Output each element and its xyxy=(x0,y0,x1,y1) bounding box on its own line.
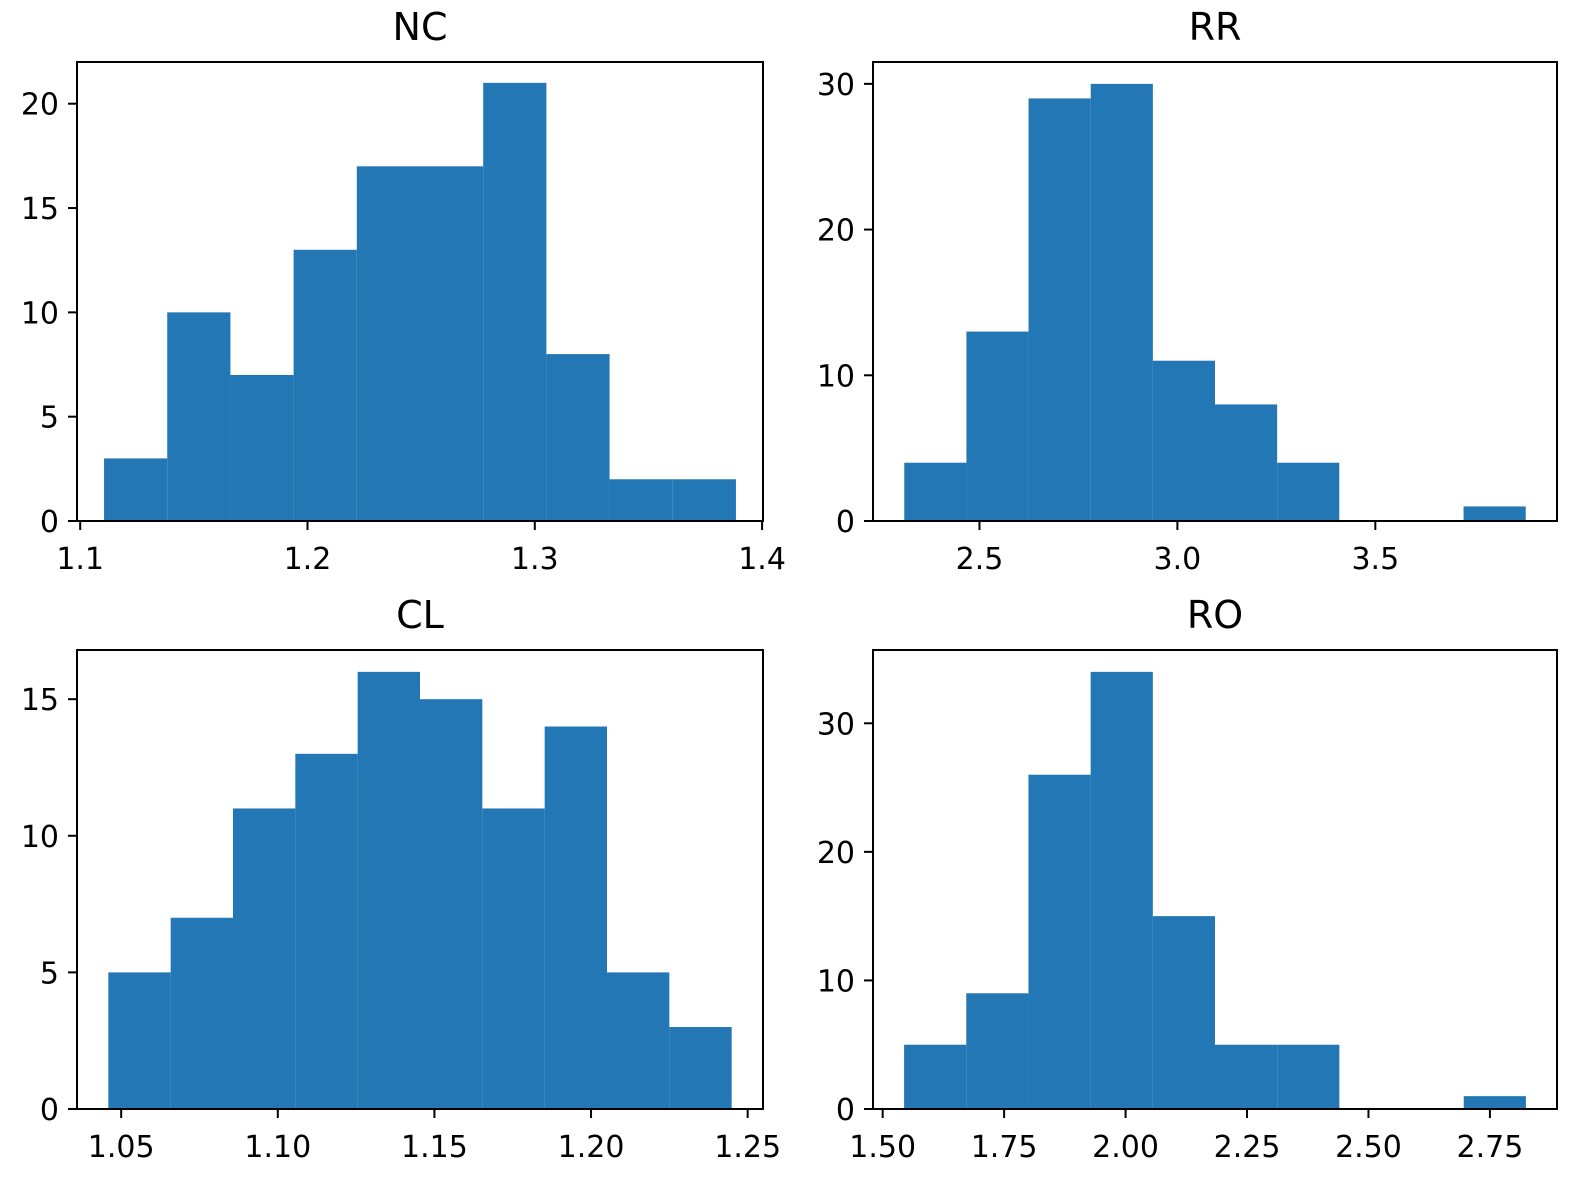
histogram-bar xyxy=(482,808,545,1109)
histogram-bar xyxy=(295,753,358,1109)
axes-frame xyxy=(872,61,1558,522)
y-tick-label: 0 xyxy=(836,505,855,540)
histogram-bar xyxy=(609,479,673,521)
histogram-bar xyxy=(232,808,296,1109)
x-tick-label: 2.75 xyxy=(1457,1130,1524,1165)
histogram-bar xyxy=(1215,1044,1278,1109)
y-tick-label: 30 xyxy=(817,707,855,742)
y-tick-label: 10 xyxy=(21,296,59,331)
histogram-panel-ro: RO 1.50 1.75 2.00 2.25 2.50 2.75 0 10 20 30 xyxy=(817,593,1558,1165)
panel-title: RO xyxy=(1187,593,1243,637)
histogram-bar xyxy=(546,354,610,521)
histogram-bar xyxy=(420,166,484,521)
histogram-bar xyxy=(1463,506,1526,521)
histogram-bar xyxy=(669,1027,732,1109)
y-tick-label: 5 xyxy=(40,401,59,436)
y-tick-label: 20 xyxy=(21,88,59,123)
histogram-bar xyxy=(1152,360,1215,521)
histogram-bar xyxy=(1090,671,1153,1109)
y-tick-label: 10 xyxy=(21,820,59,855)
histogram-bar xyxy=(966,993,1029,1109)
x-tick-label: 2.00 xyxy=(1092,1130,1159,1165)
histogram-panel-cl: CL 1.05 1.10 1.15 1.20 1.25 0 5 10 15 xyxy=(21,593,781,1165)
y-tick-label: 0 xyxy=(40,505,59,540)
histogram-bar xyxy=(357,671,420,1109)
y-tick-label: 15 xyxy=(21,192,59,227)
histogram-bar xyxy=(420,699,483,1109)
histogram-bar xyxy=(966,331,1029,521)
histogram-bar xyxy=(1028,98,1091,521)
histogram-bar xyxy=(1090,83,1153,521)
histogram-bar xyxy=(607,972,670,1109)
x-tick-label: 1.25 xyxy=(714,1130,781,1165)
y-tick-label: 10 xyxy=(817,964,855,999)
histogram-bar xyxy=(672,479,736,521)
axes-frame xyxy=(76,61,764,522)
histogram-bar xyxy=(170,917,233,1109)
y-tick-label: 30 xyxy=(817,68,855,103)
histogram-bar xyxy=(483,82,547,521)
y-tick-label: 5 xyxy=(40,956,59,991)
histogram-bar xyxy=(293,249,357,522)
histogram-bar xyxy=(230,374,294,521)
histogram-bar xyxy=(104,458,168,521)
panel-title: CL xyxy=(396,593,444,637)
histogram-bar xyxy=(544,726,608,1109)
panel-title: RR xyxy=(1189,5,1242,49)
histogram-bar xyxy=(1215,404,1278,521)
y-tick-label: 0 xyxy=(836,1093,855,1128)
y-tick-label: 20 xyxy=(817,214,855,249)
panel-title: NC xyxy=(393,5,448,49)
histogram-panel-rr: RR 2.5 3.0 3.5 0 10 20 30 xyxy=(817,5,1558,577)
axes-frame xyxy=(76,649,764,1110)
y-tick-label: 10 xyxy=(817,359,855,394)
histogram-bar xyxy=(108,972,171,1109)
histogram-bar xyxy=(1277,1044,1340,1109)
y-tick-label: 15 xyxy=(21,683,59,718)
histogram-bar xyxy=(1277,462,1340,521)
x-tick-label: 1.50 xyxy=(849,1130,916,1165)
histogram-bar xyxy=(167,312,231,521)
histogram-bar xyxy=(1028,774,1091,1109)
x-tick-label: 1.15 xyxy=(401,1130,468,1165)
histogram-panel-nc: NC 1.1 1.2 1.3 1.4 0 5 10 15 20 xyxy=(21,5,786,577)
x-tick-label: 2.50 xyxy=(1335,1130,1402,1165)
x-tick-label: 1.75 xyxy=(971,1130,1038,1165)
x-tick-label: 1.10 xyxy=(244,1130,311,1165)
y-tick-label: 20 xyxy=(817,836,855,871)
x-tick-label: 2.5 xyxy=(956,542,1004,577)
histogram-bar xyxy=(904,1044,967,1109)
histogram-bar xyxy=(1463,1096,1526,1109)
x-tick-label: 1.1 xyxy=(56,542,104,577)
x-tick-label: 1.20 xyxy=(558,1130,625,1165)
histogram-bar xyxy=(904,462,967,521)
x-tick-label: 1.3 xyxy=(511,542,559,577)
x-tick-label: 1.2 xyxy=(284,542,332,577)
x-tick-label: 1.05 xyxy=(88,1130,155,1165)
histogram-bar xyxy=(1152,916,1215,1109)
x-tick-label: 1.4 xyxy=(738,542,786,577)
y-tick-label: 0 xyxy=(40,1093,59,1128)
axes-frame xyxy=(872,649,1558,1110)
x-tick-label: 3.5 xyxy=(1351,542,1399,577)
x-tick-label: 3.0 xyxy=(1154,542,1202,577)
x-tick-label: 2.25 xyxy=(1214,1130,1281,1165)
histogram-bar xyxy=(356,166,420,521)
